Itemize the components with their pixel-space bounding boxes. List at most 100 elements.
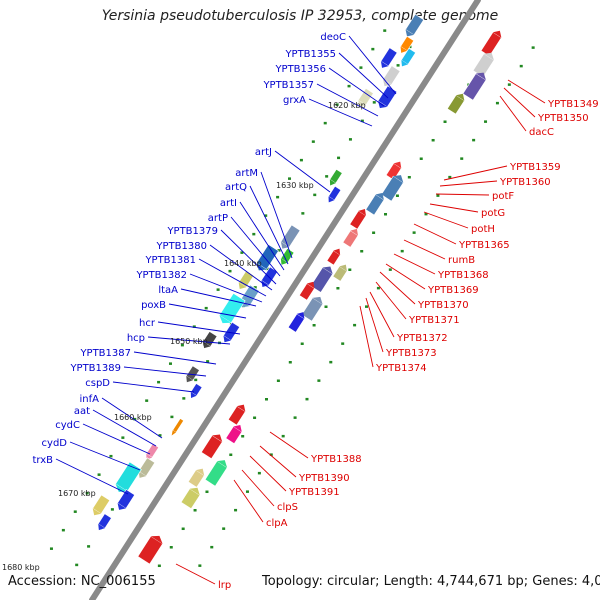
tick-mark xyxy=(436,194,440,197)
leader-line xyxy=(507,79,546,104)
gene-feature xyxy=(225,424,243,445)
tick-mark xyxy=(396,64,400,67)
gene-feature xyxy=(187,468,205,488)
gene-label-forward: deoC xyxy=(320,32,346,43)
gene-feature xyxy=(329,168,343,186)
leader-line xyxy=(189,273,263,303)
gene-feature xyxy=(462,72,487,101)
gene-label-forward: artJ xyxy=(255,147,272,158)
leader-line xyxy=(123,366,207,377)
gene-feature xyxy=(357,87,374,107)
gene-feature xyxy=(171,418,185,436)
tick-mark xyxy=(276,195,280,199)
leader-line xyxy=(423,211,469,229)
tick-mark xyxy=(293,416,297,419)
tick-mark xyxy=(49,547,53,550)
tick-mark xyxy=(376,286,380,290)
gene-label-reverse: YPTB1369 xyxy=(427,285,479,296)
tick-mark xyxy=(216,288,220,291)
gene-feature xyxy=(349,209,367,230)
leader-line xyxy=(180,288,257,307)
gene-label-forward: cspD xyxy=(85,378,110,389)
tick-mark xyxy=(228,269,232,273)
gene-label-reverse: YPTB1350 xyxy=(537,113,589,124)
tick-mark xyxy=(269,453,273,456)
gene-label-forward: artQ xyxy=(225,182,247,193)
tick-mark xyxy=(133,417,137,421)
leader-line xyxy=(147,336,231,345)
scale-label: 1670 kbp xyxy=(58,489,96,498)
gene-label-forward: cydD xyxy=(42,438,68,449)
tick-mark xyxy=(507,83,511,86)
leader-line xyxy=(316,83,379,117)
tick-mark xyxy=(222,527,226,530)
gene-feature xyxy=(227,404,246,426)
leader-line xyxy=(82,423,151,455)
tick-mark xyxy=(97,473,101,476)
backbone-line xyxy=(89,0,481,600)
tick-mark xyxy=(194,378,198,382)
tick-mark xyxy=(87,545,91,548)
tick-mark xyxy=(168,362,172,365)
leader-line xyxy=(101,397,163,439)
scale-label: 1630 kbp xyxy=(276,181,314,190)
tick-mark xyxy=(61,528,65,532)
gene-label-reverse: YPTB1372 xyxy=(396,333,448,344)
tick-mark xyxy=(253,416,257,420)
leader-line xyxy=(239,201,285,271)
leader-line xyxy=(269,431,309,459)
leader-line xyxy=(230,216,281,277)
tick-mark xyxy=(359,66,363,69)
gene-feature xyxy=(405,13,425,37)
tick-mark xyxy=(181,527,185,531)
gene-label-forward: aat xyxy=(74,406,90,417)
gene-label-forward: YPTB1389 xyxy=(69,363,121,374)
gene-feature xyxy=(382,65,401,87)
gene-label-forward: YPTB1379 xyxy=(166,226,218,237)
gene-feature xyxy=(310,266,334,293)
gene-label-forward: hcp xyxy=(127,333,145,344)
gene-features xyxy=(92,13,502,565)
gene-label-forward: poxB xyxy=(141,300,166,311)
tick-mark xyxy=(395,194,399,197)
tick-mark xyxy=(407,175,411,179)
leader-line xyxy=(413,223,457,245)
leader-line xyxy=(308,98,373,127)
feature-dots xyxy=(49,29,535,568)
leader-line xyxy=(403,239,446,260)
leader-line xyxy=(220,229,277,285)
gene-feature xyxy=(328,185,342,203)
tick-mark xyxy=(145,399,149,402)
gene-label-reverse: YPTB1360 xyxy=(499,177,551,188)
leader-line xyxy=(379,271,416,305)
tick-mark xyxy=(229,453,233,457)
tick-mark xyxy=(257,471,261,475)
tick-mark xyxy=(157,564,161,568)
tick-mark xyxy=(325,175,329,178)
gene-feature xyxy=(223,321,241,343)
leader-line xyxy=(429,203,479,213)
gene-labels: deoC YPTB1355 YPTB1356 YPTB1357 grxA artJ artM… xyxy=(32,32,598,591)
tick-mark xyxy=(317,379,321,382)
genome-summary: Topology: circular; Length: 4,744,671 bp… xyxy=(262,574,600,589)
tick-mark xyxy=(240,251,244,254)
tick-mark xyxy=(424,212,428,216)
leader-line xyxy=(55,458,129,495)
gene-label-reverse: clpA xyxy=(266,518,288,529)
tick-mark xyxy=(169,546,173,549)
leader-line xyxy=(393,253,436,275)
gene-label-forward: YPTB1380 xyxy=(155,241,207,252)
leader-line xyxy=(435,193,490,196)
gene-feature xyxy=(138,457,156,478)
tick-mark xyxy=(372,101,376,104)
tick-mark xyxy=(372,231,376,234)
tick-mark xyxy=(253,286,257,289)
tick-mark xyxy=(204,306,208,310)
scale-label: 1640 kbp xyxy=(224,259,262,268)
backbone xyxy=(89,0,481,600)
leader-line xyxy=(69,441,141,471)
tick-mark xyxy=(85,491,89,495)
tick-mark xyxy=(210,545,214,549)
tick-mark xyxy=(198,564,202,567)
